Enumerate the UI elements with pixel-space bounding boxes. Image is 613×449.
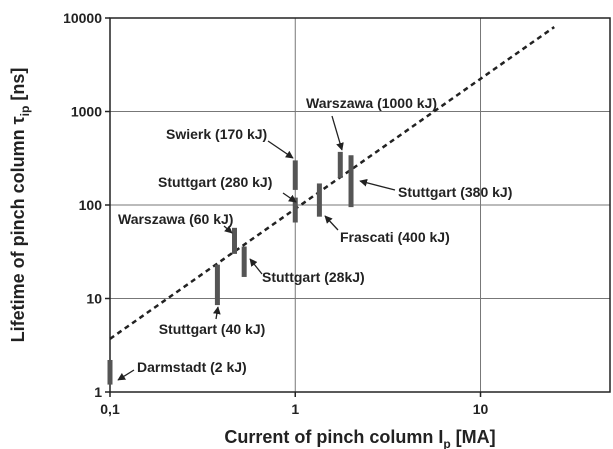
y-tick-label: 1 bbox=[94, 384, 102, 400]
annotation-arrow bbox=[249, 258, 263, 275]
point-label: Warszawa (1000 kJ) bbox=[306, 95, 437, 111]
annotation-arrow bbox=[359, 178, 396, 191]
y-tick-label: 1000 bbox=[71, 104, 102, 120]
point-label: Warszawa (60 kJ) bbox=[118, 211, 233, 227]
point-label: Stuttgart (40 kJ) bbox=[159, 321, 266, 337]
y-tick-label: 100 bbox=[79, 197, 103, 213]
point-label: Stuttgart (28kJ) bbox=[262, 269, 365, 285]
x-tick-label: 0,1 bbox=[100, 401, 120, 417]
annotation-arrow bbox=[117, 369, 135, 381]
point-label: Swierk (170 kJ) bbox=[166, 126, 267, 142]
annotation-arrow bbox=[267, 140, 294, 159]
annotation-arrow bbox=[331, 115, 344, 151]
annotation-arrow bbox=[282, 192, 297, 203]
annotation-arrow bbox=[324, 215, 339, 231]
point-label: Frascati (400 kJ) bbox=[340, 229, 450, 245]
x-tick-label: 1 bbox=[291, 401, 299, 417]
plot-frame bbox=[109, 17, 611, 393]
point-label: Stuttgart (380 kJ) bbox=[398, 184, 512, 200]
annotation-arrow bbox=[223, 225, 233, 234]
fit-line bbox=[109, 26, 555, 340]
x-tick-label: 10 bbox=[473, 401, 489, 417]
x-axis-title: Current of pinch column Ip [MA] bbox=[224, 427, 495, 449]
y-tick-label: 10 bbox=[86, 291, 102, 307]
y-axis-title: Lifetime of pinch column τip [ns] bbox=[8, 68, 32, 343]
point-label: Stuttgart (280 kJ) bbox=[158, 174, 272, 190]
point-label: Darmstadt (2 kJ) bbox=[137, 359, 247, 375]
y-tick-label: 10000 bbox=[63, 10, 102, 26]
annotation-arrow bbox=[212, 306, 221, 320]
